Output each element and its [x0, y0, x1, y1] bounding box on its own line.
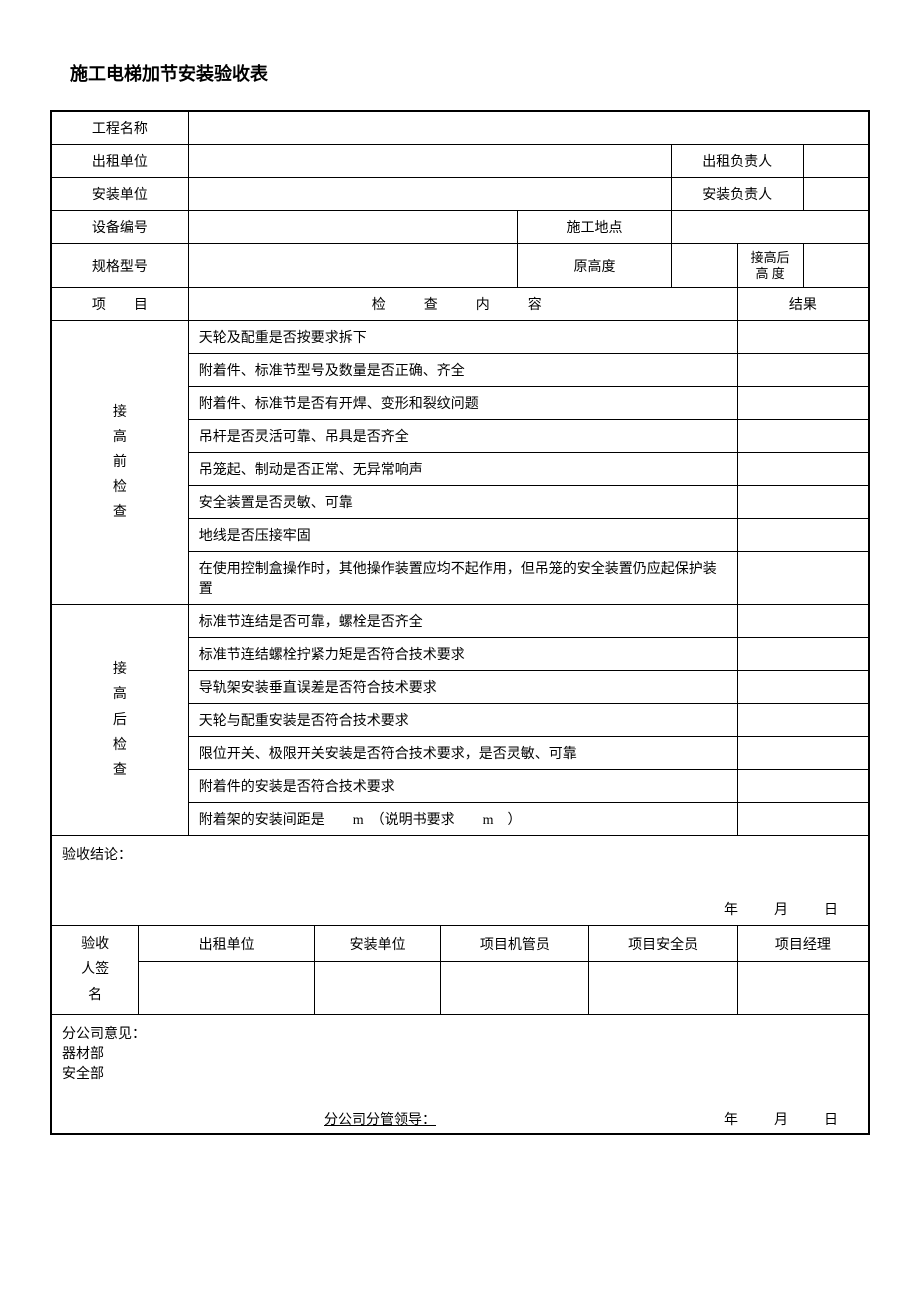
sig-col-3: 项目安全员: [589, 926, 737, 962]
page-title: 施工电梯加节安装验收表: [70, 60, 870, 86]
item-header: 项 目: [51, 288, 188, 321]
before-result-7[interactable]: [737, 552, 869, 605]
before-item-5: 安全装置是否灵敏、可靠: [188, 486, 737, 519]
signature-group-label: 验收人签名: [51, 926, 139, 1015]
result-header: 结果: [737, 288, 869, 321]
after-result-2[interactable]: [737, 671, 869, 704]
row-signature-values: [51, 962, 869, 1014]
sig-val-0[interactable]: [139, 962, 315, 1014]
model-value[interactable]: [188, 244, 517, 288]
opinion-footer: 分公司分管领导： 年月日: [52, 1109, 868, 1129]
before-result-3[interactable]: [737, 420, 869, 453]
after-section-label: 接高后检查: [51, 605, 188, 836]
opinion-cell[interactable]: 分公司意见： 器材部 安全部 分公司分管领导： 年月日: [51, 1014, 869, 1134]
sig-col-0: 出租单位: [139, 926, 315, 962]
before-result-4[interactable]: [737, 453, 869, 486]
conclusion-date: 年月日: [706, 899, 856, 919]
row-conclusion: 验收结论： 年月日: [51, 836, 869, 926]
sig-val-4[interactable]: [737, 962, 869, 1014]
after-height-label: 接高后高 度: [737, 244, 803, 288]
before-item-7: 在使用控制盒操作时，其他操作装置应均不起作用，但吊笼的安全装置仍应起保护装置: [188, 552, 737, 605]
after-result-5[interactable]: [737, 770, 869, 803]
before-result-0[interactable]: [737, 321, 869, 354]
after-item-1: 标准节连结螺栓拧紧力矩是否符合技术要求: [188, 638, 737, 671]
after-result-4[interactable]: [737, 737, 869, 770]
opinion-line3: 安全部: [62, 1063, 858, 1083]
sig-val-3[interactable]: [589, 962, 737, 1014]
after-result-0[interactable]: [737, 605, 869, 638]
after-result-3[interactable]: [737, 704, 869, 737]
after-result-1[interactable]: [737, 638, 869, 671]
installer-head-value[interactable]: [803, 178, 869, 211]
before-item-3: 吊杆是否灵活可靠、吊具是否齐全: [188, 420, 737, 453]
installer-head-label: 安装负责人: [671, 178, 803, 211]
after-result-6[interactable]: [737, 803, 869, 836]
after-item-0: 标准节连结是否可靠，螺栓是否齐全: [188, 605, 737, 638]
conclusion-cell[interactable]: 验收结论： 年月日: [51, 836, 869, 926]
opinion-date: 年月日: [706, 1109, 856, 1129]
after-row-0: 接高后检查 标准节连结是否可靠，螺栓是否齐全: [51, 605, 869, 638]
project-name-value[interactable]: [188, 111, 869, 145]
before-item-6: 地线是否压接牢固: [188, 519, 737, 552]
lessor-value[interactable]: [188, 145, 671, 178]
equip-no-label: 设备编号: [51, 211, 188, 244]
before-row-0: 接高前检查 天轮及配重是否按要求拆下: [51, 321, 869, 354]
project-name-label: 工程名称: [51, 111, 188, 145]
row-column-headers: 项 目 检 查 内 容 结果: [51, 288, 869, 321]
row-project-name: 工程名称: [51, 111, 869, 145]
conclusion-label: 验收结论：: [62, 848, 132, 863]
model-label: 规格型号: [51, 244, 188, 288]
before-result-1[interactable]: [737, 354, 869, 387]
sig-col-2: 项目机管员: [441, 926, 589, 962]
after-item-5: 附着件的安装是否符合技术要求: [188, 770, 737, 803]
row-signature-header: 验收人签名 出租单位 安装单位 项目机管员 项目安全员 项目经理: [51, 926, 869, 962]
row-installer: 安装单位 安装负责人: [51, 178, 869, 211]
installer-value[interactable]: [188, 178, 671, 211]
before-result-5[interactable]: [737, 486, 869, 519]
row-lessor: 出租单位 出租负责人: [51, 145, 869, 178]
before-result-6[interactable]: [737, 519, 869, 552]
after-item-4: 限位开关、极限开关安装是否符合技术要求，是否灵敏、可靠: [188, 737, 737, 770]
site-value[interactable]: [671, 211, 869, 244]
before-item-0: 天轮及配重是否按要求拆下: [188, 321, 737, 354]
sig-col-4: 项目经理: [737, 926, 869, 962]
sig-val-1[interactable]: [315, 962, 441, 1014]
sig-val-2[interactable]: [441, 962, 589, 1014]
before-result-2[interactable]: [737, 387, 869, 420]
equip-no-value[interactable]: [188, 211, 517, 244]
before-item-4: 吊笼起、制动是否正常、无异常响声: [188, 453, 737, 486]
lessor-head-value[interactable]: [803, 145, 869, 178]
before-item-1: 附着件、标准节型号及数量是否正确、齐全: [188, 354, 737, 387]
check-content-header: 检 查 内 容: [188, 288, 737, 321]
orig-height-label: 原高度: [518, 244, 672, 288]
after-item-2: 导轨架安装垂直误差是否符合技术要求: [188, 671, 737, 704]
sig-col-1: 安装单位: [315, 926, 441, 962]
after-height-value[interactable]: [803, 244, 869, 288]
acceptance-form-table: 工程名称 出租单位 出租负责人 安装单位 安装负责人 设备编号 施工地点 规格型…: [50, 110, 870, 1135]
lessor-head-label: 出租负责人: [671, 145, 803, 178]
row-equipment: 设备编号 施工地点: [51, 211, 869, 244]
installer-label: 安装单位: [51, 178, 188, 211]
orig-height-value[interactable]: [671, 244, 737, 288]
row-opinion: 分公司意见： 器材部 安全部 分公司分管领导： 年月日: [51, 1014, 869, 1134]
opinion-line1: 分公司意见：: [62, 1023, 858, 1043]
before-item-2: 附着件、标准节是否有开焊、变形和裂纹问题: [188, 387, 737, 420]
after-item-6: 附着架的安装间距是 m （说明书要求 m ）: [188, 803, 737, 836]
opinion-leader-label: 分公司分管领导：: [324, 1113, 436, 1128]
row-model: 规格型号 原高度 接高后高 度: [51, 244, 869, 288]
after-item-3: 天轮与配重安装是否符合技术要求: [188, 704, 737, 737]
site-label: 施工地点: [518, 211, 672, 244]
lessor-label: 出租单位: [51, 145, 188, 178]
before-section-label: 接高前检查: [51, 321, 188, 605]
opinion-line2: 器材部: [62, 1043, 858, 1063]
